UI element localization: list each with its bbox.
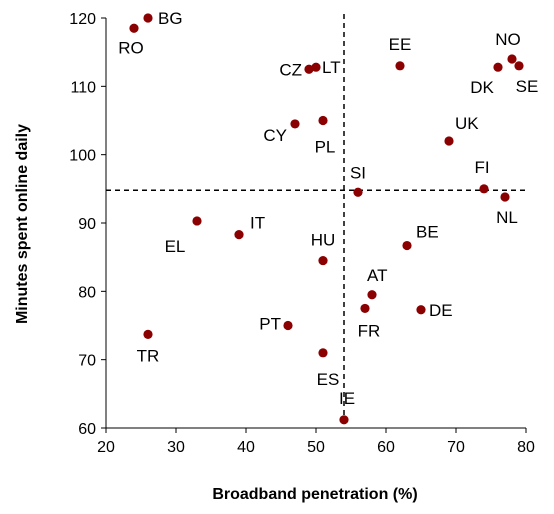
data-label-hu: HU [311,231,336,250]
data-point-no [507,54,517,64]
data-point-tr [143,329,153,339]
x-axis-title: Broadband penetration (%) [212,486,417,503]
y-tick-label: 80 [78,284,96,301]
reference-lines [106,14,526,428]
y-tick-label: 90 [78,216,96,233]
data-label-pl: PL [315,138,336,157]
data-label-fr: FR [358,321,381,340]
data-point-se [514,61,524,71]
data-label-es: ES [317,370,340,389]
x-tick-label: 70 [447,439,465,456]
x-tick-label: 20 [97,439,115,456]
data-label-dk: DK [470,78,494,97]
data-label-at: AT [367,266,387,285]
data-point-nl [500,192,510,202]
data-point-ro [129,23,139,33]
data-label-be: BE [416,223,439,242]
data-point-pl [318,115,328,126]
data-label-si: SI [350,163,366,182]
data-label-cz: CZ [279,60,302,79]
data-point-be [402,240,412,251]
data-label-no: NO [495,30,521,49]
data-label-ee: EE [389,35,412,54]
data-label-nl: NL [496,208,518,227]
y-tick-label: 110 [70,79,96,96]
y-tick-label: 120 [69,11,96,28]
data-point-si [353,187,363,197]
data-point-ee [395,61,405,71]
data-point-fi [479,184,489,194]
data-points [129,13,524,425]
data-label-el: EL [165,237,186,256]
y-axis-ticks: 60 70 80 90 100 110 120 [69,11,106,438]
y-tick-label: 100 [69,148,96,165]
axes [105,18,526,429]
data-point-it [234,230,244,240]
data-labels: BG RO CZ LT EE NO DK SE CY PL UK SI FI NL EL IT HU BE AT FR… [118,9,538,408]
data-label-lt: LT [322,58,341,77]
data-label-se: SE [516,77,539,96]
data-point-dk [493,62,503,72]
data-label-it: IT [250,214,265,233]
data-point-es [318,348,328,358]
data-label-ie: IE [339,389,355,408]
data-label-uk: UK [455,114,479,133]
y-axis-title: Minutes spent online daily [14,124,31,324]
x-tick-label: 60 [377,439,395,456]
data-label-de: DE [429,301,453,320]
data-point-hu [318,255,328,266]
data-point-pt [283,320,293,331]
data-point-uk [444,136,454,146]
y-tick-label: 60 [78,421,96,438]
data-point-ie [339,415,349,425]
data-point-lt [311,62,321,72]
x-tick-label: 80 [517,439,535,456]
data-point-at [367,290,377,300]
x-tick-label: 30 [167,439,185,456]
data-point-el [192,216,202,226]
data-label-tr: TR [137,346,160,365]
y-tick-label: 70 [78,353,96,370]
data-point-bg [143,13,153,23]
data-label-cy: CY [263,126,287,145]
data-label-pt: PT [259,315,281,334]
data-label-bg: BG [158,9,183,28]
data-point-cz [304,64,314,74]
data-point-cy [290,119,300,129]
data-point-de [416,305,426,315]
x-tick-label: 50 [307,439,325,456]
data-label-fi: FI [474,158,489,177]
data-label-ro: RO [118,38,144,57]
data-point-fr [360,303,370,314]
x-axis-ticks: 20 30 40 50 60 70 80 [97,428,535,456]
x-tick-label: 40 [237,439,255,456]
